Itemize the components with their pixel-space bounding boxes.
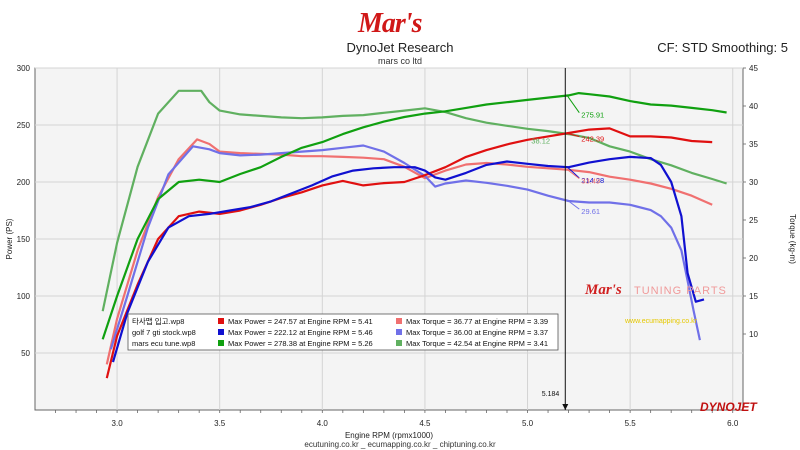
legend-max-torque: Max Torque = 42.54 at Engine RPM = 3.41 bbox=[406, 339, 548, 348]
cursor-leader bbox=[566, 95, 580, 114]
y-right-tick-label: 40 bbox=[749, 102, 758, 111]
y-left-tick-label: 200 bbox=[17, 178, 31, 187]
legend-file-name: golf 7 gti stock.wp8 bbox=[132, 328, 196, 337]
legend-torque-swatch bbox=[396, 329, 402, 335]
y-right-tick-label: 25 bbox=[749, 216, 758, 225]
cursor-value-label: 275.91 bbox=[581, 111, 604, 120]
cursor-leader bbox=[566, 166, 580, 179]
cursor-value-label: 33.49 bbox=[581, 177, 600, 186]
series-line-torque bbox=[101, 89, 727, 312]
x-tick-label: 6.0 bbox=[727, 419, 739, 428]
x-tick-label: 3.5 bbox=[214, 419, 226, 428]
x-tick-label: 5.5 bbox=[625, 419, 637, 428]
footer-links: ecutuning.co.kr _ ecumapping.co.kr _ chi… bbox=[304, 440, 496, 449]
legend-max-torque: Max Torque = 36.77 at Engine RPM = 3.39 bbox=[406, 317, 548, 326]
legend-max-power: Max Power = 247.57 at Engine RPM = 5.41 bbox=[228, 317, 373, 326]
cursor-value-label: 214.28 bbox=[581, 176, 604, 185]
y-left-tick-label: 250 bbox=[17, 121, 31, 130]
x-tick-label: 4.5 bbox=[419, 419, 431, 428]
cursor-value-label: 38.12 bbox=[531, 137, 550, 146]
cursor-leader bbox=[566, 199, 580, 210]
y-right-tick-label: 35 bbox=[749, 140, 758, 149]
chart-title: DynoJet Research bbox=[346, 40, 454, 55]
legend-power-swatch bbox=[218, 318, 224, 324]
series-line-torque bbox=[109, 144, 701, 350]
watermark-url: www.ecumapping.co.kr bbox=[625, 318, 697, 325]
chart-subtitle: mars co ltd bbox=[377, 56, 422, 66]
correction-factor-label: CF: STD Smoothing: 5 bbox=[657, 40, 788, 55]
legend-torque-swatch bbox=[396, 318, 402, 324]
cursor-marker bbox=[562, 404, 569, 410]
cursor-leader bbox=[567, 133, 580, 138]
cursor-value-label: 29.61 bbox=[581, 207, 600, 216]
y-left-tick-label: 50 bbox=[21, 349, 30, 358]
legend-file-name: mars ecu tune.wp8 bbox=[132, 339, 195, 348]
series-line-power bbox=[105, 127, 713, 379]
y-right-axis-label: Torque (kg-m) bbox=[788, 214, 797, 264]
x-tick-label: 3.0 bbox=[112, 419, 124, 428]
x-tick-label: 4.0 bbox=[317, 419, 329, 428]
legend-box bbox=[127, 313, 559, 351]
y-left-tick-label: 100 bbox=[17, 292, 31, 301]
x-axis-label: Engine RPM (rpmx1000) bbox=[345, 431, 433, 440]
y-right-tick-label: 10 bbox=[749, 330, 758, 339]
legend-max-torque: Max Torque = 36.00 at Engine RPM = 3.37 bbox=[406, 328, 548, 337]
mars-logo: Mar's bbox=[358, 8, 422, 39]
y-right-tick-label: 20 bbox=[749, 254, 758, 263]
y-right-tick-label: 15 bbox=[749, 292, 758, 301]
legend-power-swatch bbox=[218, 329, 224, 335]
dynojet-brand: DYNOJET bbox=[700, 400, 757, 414]
y-left-tick-label: 300 bbox=[17, 64, 31, 73]
series-line-power bbox=[101, 91, 727, 340]
watermark-text: TUNING PARTS bbox=[634, 285, 727, 297]
cursor-rpm-label: 5.184 bbox=[542, 391, 560, 398]
legend-file-name: 타사맵 입고.wp8 bbox=[132, 316, 184, 326]
x-tick-label: 5.0 bbox=[522, 419, 534, 428]
legend-torque-swatch bbox=[396, 340, 402, 346]
watermark-logo: Mar's bbox=[585, 282, 622, 298]
series-line-torque bbox=[105, 138, 713, 365]
y-right-tick-label: 30 bbox=[749, 178, 758, 187]
y-right-tick-label: 45 bbox=[749, 64, 758, 73]
legend-max-power: Max Power = 278.38 at Engine RPM = 5.26 bbox=[228, 339, 373, 348]
y-left-axis-label: Power (PS) bbox=[5, 218, 14, 259]
legend-max-power: Max Power = 222.12 at Engine RPM = 5.46 bbox=[228, 328, 373, 337]
series-line-power bbox=[111, 155, 705, 363]
y-left-tick-label: 150 bbox=[17, 235, 31, 244]
cursor-leader bbox=[566, 169, 580, 179]
legend-power-swatch bbox=[218, 340, 224, 346]
cursor-value-label: 242.39 bbox=[581, 135, 604, 144]
